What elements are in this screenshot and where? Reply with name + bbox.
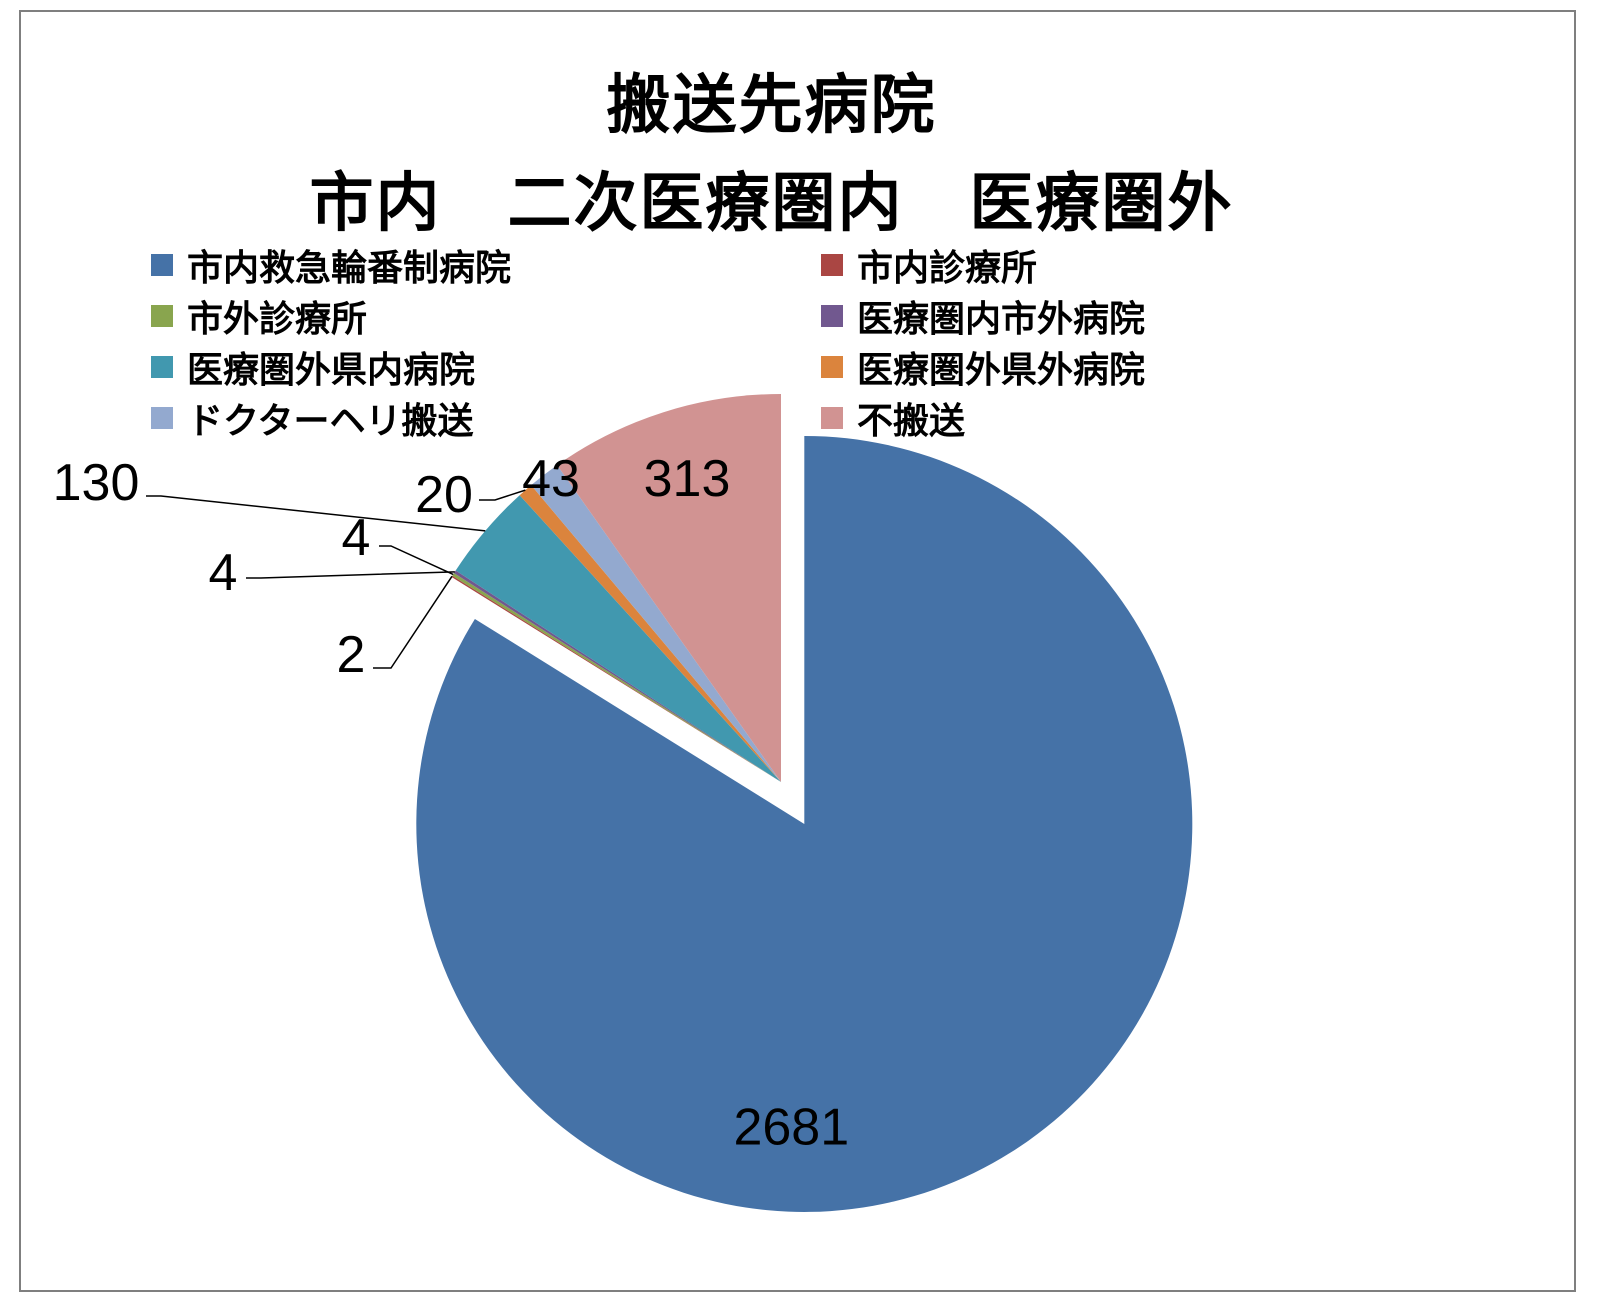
data-label: 313 (644, 450, 731, 508)
pie-slice (416, 435, 1193, 1212)
leader-line (146, 495, 486, 532)
data-label: 4 (209, 544, 238, 602)
leader-line (479, 489, 526, 501)
pie-slice (451, 575, 781, 782)
pie-slice (531, 465, 781, 782)
pie-slice (455, 495, 781, 782)
data-label: 2681 (733, 1098, 849, 1156)
chart-frame: 搬送先病院 市内 二次医療圏内 医療圏外 市内救急輪番制病院 市内診療所 市外診療所… (19, 10, 1576, 1292)
data-label: 130 (53, 454, 140, 512)
data-label: 20 (415, 466, 473, 524)
pie-slice (452, 573, 781, 782)
data-label: 2 (337, 626, 366, 684)
pie-slice (557, 394, 781, 782)
leader-line (373, 575, 453, 669)
pie-slice (454, 570, 781, 782)
leader-line (379, 545, 454, 576)
chart-title: 搬送先病院 (606, 69, 937, 143)
chart-subtitle: 市内 二次医療圏内 医療圏外 (309, 167, 1234, 241)
pie-slice (519, 485, 781, 782)
data-label: 43 (522, 450, 580, 508)
leader-line (246, 571, 455, 579)
